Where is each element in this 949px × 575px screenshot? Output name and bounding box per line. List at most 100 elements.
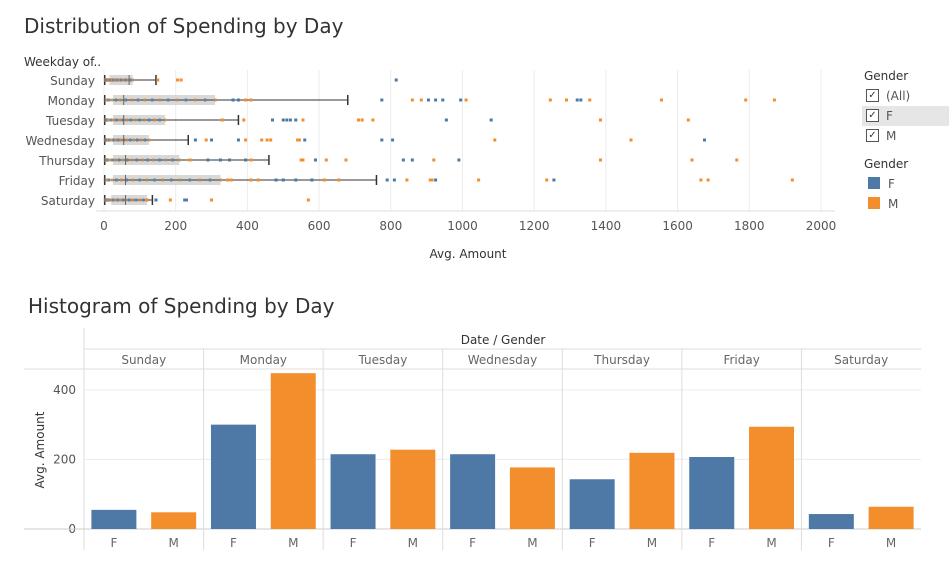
bar (749, 426, 795, 529)
data-point (103, 198, 107, 202)
data-point (119, 78, 123, 82)
outlier-point (269, 138, 273, 142)
row-label: Friday (59, 174, 95, 188)
data-point (115, 178, 118, 182)
outlier-point (405, 178, 409, 182)
data-point (105, 198, 108, 202)
outlier-point (629, 138, 633, 142)
outlier-point (419, 98, 423, 102)
bar (151, 512, 197, 529)
outlier-point (179, 78, 183, 82)
outlier-point (242, 118, 246, 122)
day-header: Wednesday (468, 353, 537, 367)
data-point (120, 178, 123, 182)
checkbox-icon[interactable]: ✓ (866, 109, 879, 122)
outlier-point (294, 178, 298, 182)
data-point (105, 138, 108, 142)
bar (91, 509, 137, 529)
data-point (146, 158, 149, 162)
data-point (136, 138, 139, 142)
outlier-point (249, 178, 253, 182)
outlier-point (303, 138, 307, 142)
data-point (111, 198, 115, 202)
outlier-point (270, 118, 274, 122)
data-point (127, 198, 131, 202)
x-tick-label: 1800 (734, 219, 765, 233)
data-point (208, 178, 212, 182)
filter-item-m[interactable]: ✓ M (866, 126, 949, 146)
data-point (114, 98, 118, 102)
data-point (125, 138, 129, 142)
data-point (126, 158, 129, 162)
filter-item-all[interactable]: ✓ (All) (866, 86, 949, 106)
x-tick-label: 1000 (447, 219, 478, 233)
outlier-point (184, 198, 188, 202)
data-point (194, 98, 197, 102)
data-point (150, 98, 154, 102)
filter-item-label: M (886, 129, 897, 143)
data-point (109, 198, 113, 202)
data-point (113, 78, 117, 82)
outlier-point (564, 98, 568, 102)
data-point (175, 98, 179, 102)
x-tick-label: 600 (308, 219, 331, 233)
filter-item-f[interactable]: ✓ F (862, 106, 949, 126)
column-header: Date / Gender (461, 333, 546, 347)
data-point (184, 98, 188, 102)
outlier-point (231, 98, 235, 102)
outlier-point (265, 138, 269, 142)
data-point (115, 118, 118, 122)
outlier-point (441, 98, 445, 102)
data-point (138, 178, 141, 182)
gender-tick-label: M (647, 536, 657, 550)
legend-swatch-m (868, 197, 880, 209)
outlier-point (428, 178, 432, 182)
data-point (152, 158, 155, 162)
data-point (126, 78, 130, 82)
data-point (129, 78, 132, 82)
outlier-point (249, 158, 253, 162)
outlier-point (410, 98, 414, 102)
data-point (188, 178, 192, 182)
checkbox-icon[interactable]: ✓ (866, 89, 879, 102)
data-point (131, 178, 135, 182)
outlier-point (459, 98, 463, 102)
row-label: Saturday (41, 194, 95, 208)
data-point (103, 158, 107, 162)
gender-tick-label: M (527, 536, 537, 550)
data-point (104, 78, 107, 82)
filter-item-label: F (886, 109, 893, 123)
legend-item-label: F (888, 177, 895, 191)
bar (330, 454, 376, 529)
data-point (107, 78, 111, 82)
data-point (107, 198, 111, 202)
bar (689, 457, 735, 529)
outlier-point (288, 118, 292, 122)
bar (450, 454, 496, 529)
outlier-point (206, 158, 210, 162)
outlier-point (220, 118, 224, 122)
data-point (104, 98, 108, 102)
outlier-point (344, 158, 348, 162)
data-point (134, 198, 138, 202)
data-point (104, 78, 108, 82)
outlier-point (299, 158, 303, 162)
data-point (130, 98, 133, 102)
outlier-point (588, 98, 592, 102)
outlier-point (310, 178, 314, 182)
outlier-point (744, 98, 748, 102)
data-point (108, 158, 111, 162)
data-point (131, 78, 135, 82)
data-point (129, 118, 132, 122)
outlier-point (659, 98, 663, 102)
outlier-point (168, 198, 172, 202)
data-point (108, 138, 111, 142)
outlier-point (772, 98, 776, 102)
outlier-point (256, 178, 260, 182)
data-point (124, 78, 127, 82)
data-point (138, 118, 141, 122)
checkbox-icon[interactable]: ✓ (866, 129, 879, 142)
data-point (158, 118, 161, 122)
data-point (143, 138, 147, 142)
